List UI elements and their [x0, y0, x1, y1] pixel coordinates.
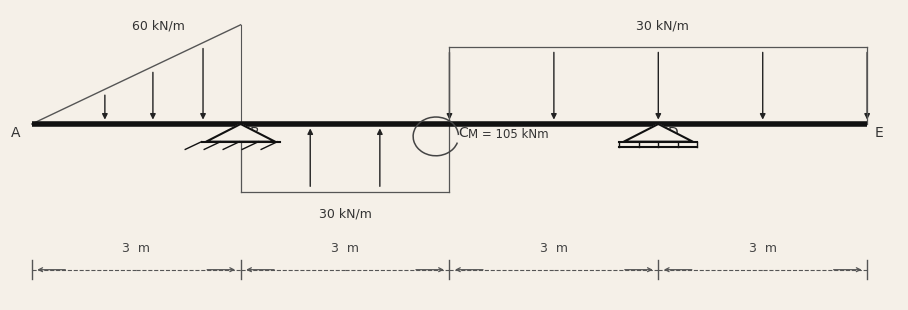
Text: B: B [250, 126, 260, 140]
Text: A: A [12, 126, 21, 140]
Text: 30 kN/m: 30 kN/m [637, 20, 689, 33]
Text: 60 kN/m: 60 kN/m [133, 20, 185, 33]
Text: E: E [874, 126, 883, 140]
Text: 3  m: 3 m [123, 241, 150, 255]
Text: 3  m: 3 m [540, 241, 568, 255]
Text: M = 105 kNm: M = 105 kNm [468, 128, 548, 141]
Text: C: C [459, 126, 469, 140]
Polygon shape [206, 124, 275, 142]
Text: 3  m: 3 m [749, 241, 776, 255]
Text: 30 kN/m: 30 kN/m [319, 207, 371, 220]
Text: 3  m: 3 m [331, 241, 359, 255]
Polygon shape [624, 124, 693, 142]
Text: D: D [667, 126, 678, 140]
